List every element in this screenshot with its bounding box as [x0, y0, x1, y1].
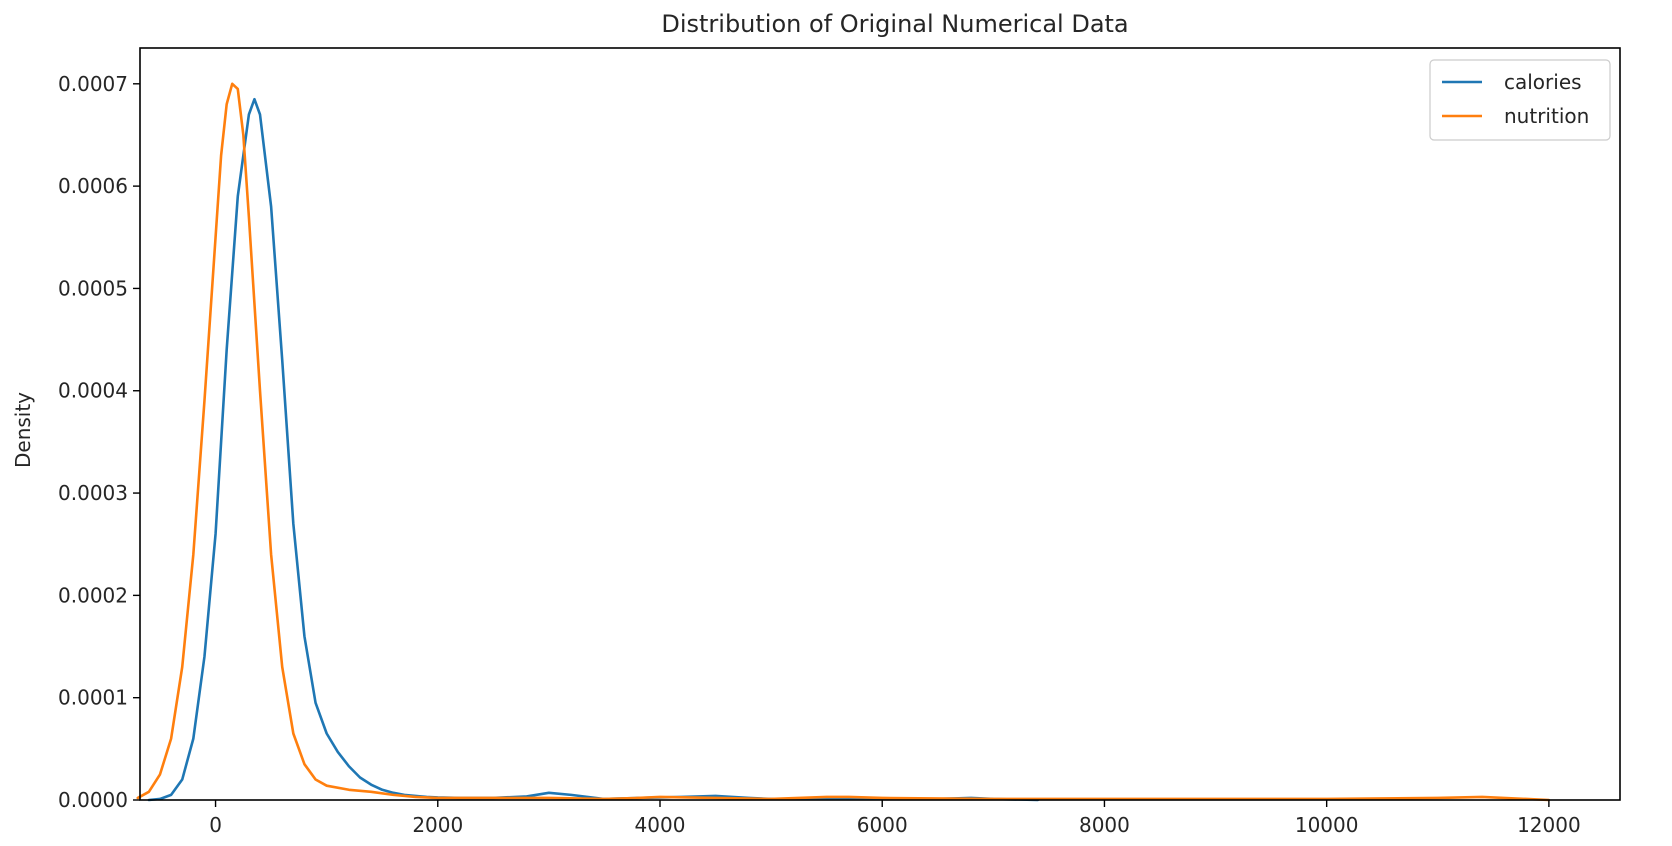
legend-label-calories: calories — [1504, 70, 1582, 94]
series-layer — [136, 82, 1551, 802]
legend: calories nutrition — [1429, 59, 1611, 141]
y-tick-label: 0.0002 — [58, 583, 128, 607]
y-tick-label: 0.0005 — [58, 276, 128, 300]
x-tick-label: 10000 — [1295, 813, 1359, 837]
y-axis-label: Density — [11, 392, 35, 468]
series-line-calories — [147, 97, 1040, 802]
x-tick-label: 4000 — [635, 813, 686, 837]
plot-frame — [139, 47, 1621, 801]
x-tick-label: 12000 — [1517, 813, 1581, 837]
axes: 0 2000 4000 6000 8000 10000 12000 0.0000 0.0001 0… — [58, 47, 1621, 837]
chart-title: Distribution of Original Numerical Data — [661, 10, 1128, 38]
y-tick-label: 0.0006 — [58, 174, 128, 198]
y-tick-label: 0.0000 — [58, 788, 128, 812]
series-line-nutrition — [136, 82, 1551, 802]
y-tick-label: 0.0001 — [58, 686, 128, 710]
y-tick-label: 0.0004 — [58, 379, 128, 403]
legend-label-nutrition: nutrition — [1504, 104, 1589, 128]
x-tick-label: 0 — [209, 813, 222, 837]
legend-box — [1429, 59, 1611, 141]
x-tick-label: 2000 — [412, 813, 463, 837]
y-tick-label: 0.0003 — [58, 481, 128, 505]
x-tick-label: 8000 — [1079, 813, 1130, 837]
y-tick-label: 0.0007 — [58, 72, 128, 96]
x-tick-label: 6000 — [857, 813, 908, 837]
